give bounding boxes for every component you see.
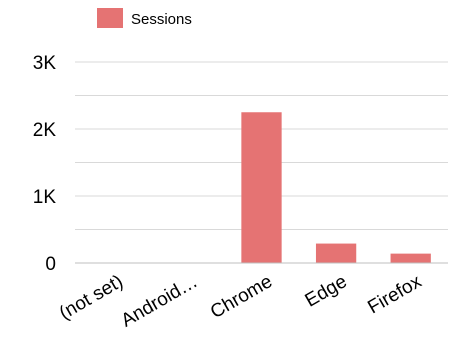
legend-swatch-sessions bbox=[97, 8, 123, 28]
x-tick-label: Edge bbox=[302, 271, 351, 311]
y-tick-label: 0 bbox=[45, 254, 56, 275]
chart-legend: Sessions bbox=[97, 8, 192, 28]
bar-firefox[interactable] bbox=[390, 253, 431, 263]
x-tick-label: (not set) bbox=[56, 271, 127, 324]
y-tick-label: 3K bbox=[33, 53, 57, 74]
y-tick-label: 2K bbox=[33, 120, 57, 141]
legend-label-sessions: Sessions bbox=[131, 11, 192, 28]
bar-chrome[interactable] bbox=[241, 112, 282, 263]
x-tick-label: Chrome bbox=[207, 271, 276, 323]
x-tick-label: Android… bbox=[118, 271, 202, 331]
x-tick-label: Firefox bbox=[364, 271, 425, 318]
bar-edge[interactable] bbox=[315, 243, 357, 263]
y-tick-label: 1K bbox=[33, 187, 57, 208]
bars bbox=[241, 112, 431, 263]
y-axis: 0 1K 2K 3K bbox=[33, 53, 57, 275]
x-axis: (not set)Android… Chrome Edge Firefox bbox=[56, 262, 448, 332]
